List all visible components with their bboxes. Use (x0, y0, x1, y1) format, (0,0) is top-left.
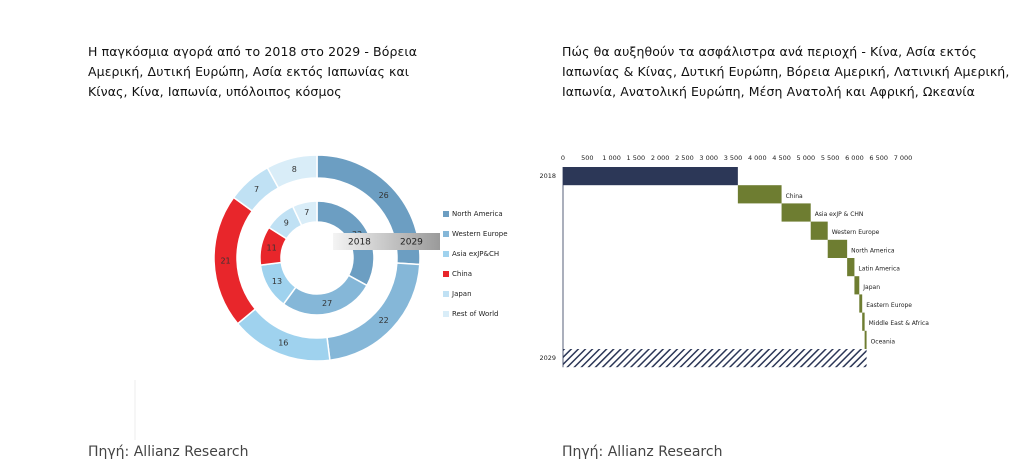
ring-label: 2018 (348, 238, 371, 248)
x-tick-label: 2 000 (651, 154, 670, 162)
y-tick-label: 2029 (539, 354, 556, 362)
bar-label: Japan (862, 284, 880, 291)
data-label: 21 (220, 256, 230, 265)
bar (563, 349, 867, 368)
data-label: 11 (267, 243, 277, 252)
bar (827, 239, 848, 258)
legend-label: Rest of World (452, 310, 499, 318)
bar-label: Oceania (871, 338, 896, 345)
y-tick-label: 2018 (539, 172, 556, 180)
legend-swatch (443, 271, 449, 277)
legend-label: North America (452, 210, 503, 218)
bar (847, 258, 855, 277)
data-label: 27 (322, 299, 332, 308)
x-tick-label: 2 500 (675, 154, 694, 162)
donut-slice (236, 307, 331, 362)
x-tick-label: 6 000 (845, 154, 864, 162)
x-tick-label: 5 000 (797, 154, 816, 162)
data-label: 13 (272, 277, 282, 286)
donut-slice (282, 274, 368, 316)
bar-label: North America (851, 247, 895, 254)
donut-slice (326, 262, 421, 362)
data-label: 8 (292, 165, 297, 174)
bar-label: Latin America (858, 266, 900, 273)
data-label: 26 (379, 191, 389, 200)
x-tick-label: 1 000 (602, 154, 621, 162)
legend-label: Western Europe (452, 230, 508, 238)
donut-slice (291, 200, 318, 227)
x-tick-label: 500 (581, 154, 593, 162)
legend-swatch (443, 231, 449, 237)
source: Πηγή: Allianz Research (88, 444, 249, 460)
x-tick-label: 5 500 (821, 154, 840, 162)
data-label: 22 (379, 316, 389, 325)
x-tick-label: 7 000 (894, 154, 913, 162)
bar-label: Middle East & Africa (869, 320, 930, 327)
ring-label-box (333, 233, 440, 250)
bar-label: Western Europe (832, 229, 880, 236)
x-tick-label: 1 500 (627, 154, 646, 162)
bar (862, 312, 865, 331)
chart-title: Πώς θα αυξηθούν τα ασφάλιστρα ανά περιοχ… (562, 44, 1010, 99)
legend-label: China (452, 270, 472, 278)
source: Πηγή: Allianz Research (562, 444, 723, 460)
data-label: 7 (304, 208, 309, 217)
x-tick-label: 3 500 (724, 154, 743, 162)
x-tick-label: 0 (561, 154, 565, 162)
bar (737, 185, 782, 204)
legend-label: Japan (451, 290, 472, 298)
bar (859, 294, 863, 313)
bar (563, 167, 738, 186)
legend-swatch (443, 291, 449, 297)
bar (781, 203, 811, 222)
legend-swatch (443, 311, 449, 317)
x-tick-label: 3 000 (699, 154, 718, 162)
data-label: 9 (284, 219, 289, 228)
ring-label: 2029 (400, 238, 423, 248)
legend-swatch (443, 211, 449, 217)
bar (810, 221, 828, 240)
bar-label: Eastern Europe (866, 302, 912, 309)
legend-swatch (443, 251, 449, 257)
bar (864, 330, 867, 349)
donut-slice (266, 154, 318, 189)
data-label: 16 (278, 339, 288, 348)
x-tick-label: 6 500 (869, 154, 888, 162)
bar (854, 276, 860, 295)
bar-label: China (786, 193, 803, 200)
x-tick-label: 4 000 (748, 154, 767, 162)
legend-label: Asia exJP&CH (452, 250, 499, 258)
bar-label: Asia exJP & CHN (815, 211, 864, 218)
chart-title: Η παγκόσμια αγορά από το 2018 στο 2029 -… (88, 44, 418, 99)
data-label: 7 (254, 185, 259, 194)
x-tick-label: 4 500 (772, 154, 791, 162)
